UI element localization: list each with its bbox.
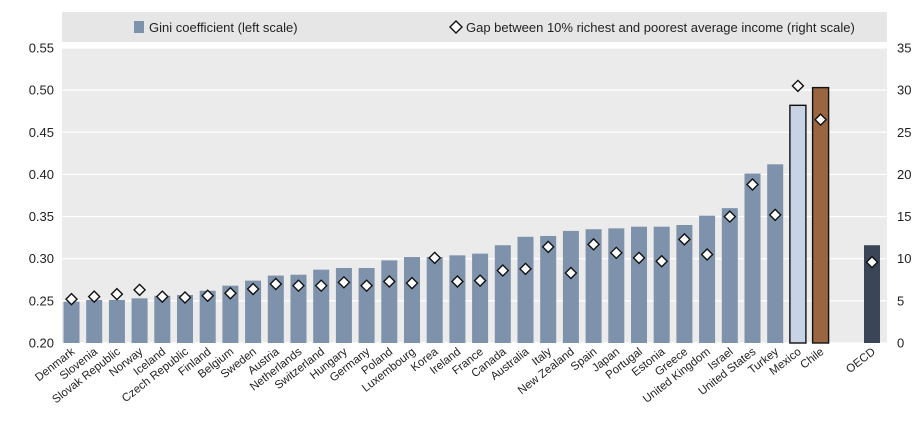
marker-korea — [428, 251, 442, 265]
bar-luxembourg — [404, 257, 420, 343]
marker-slovenia — [87, 290, 101, 304]
y-tick-label: 0.20 — [29, 336, 54, 351]
marker-canada — [496, 264, 510, 278]
bar-norway — [131, 298, 148, 343]
y2-tick-label: 20 — [897, 167, 911, 182]
marker-norway — [133, 283, 147, 297]
marker-chile — [814, 113, 828, 127]
marker-netherlands — [292, 279, 305, 293]
left-axis-ticks: 0.20 0.25 0.30 0.35 0.40 0.45 0.50 0.55 — [29, 41, 54, 351]
marker-spain — [587, 237, 601, 251]
bar-finland — [199, 290, 216, 343]
y2-tick-label: 0 — [897, 336, 904, 351]
bar-portugal — [631, 226, 647, 343]
marker-france — [473, 274, 487, 288]
bar-poland — [381, 260, 398, 343]
legend-diamond-marker — [449, 20, 463, 34]
marker-germany — [360, 279, 374, 293]
bar-netherlands — [290, 274, 307, 343]
marker-portugal — [632, 251, 646, 265]
legend-bar-label: Gini coefficient (left scale) — [149, 20, 298, 35]
marker-united-kingdom — [700, 248, 714, 261]
y-tick-label: 0.35 — [29, 209, 54, 224]
marker-australia — [519, 262, 532, 276]
bar-mexico — [789, 104, 807, 344]
marker-hungary — [337, 275, 351, 289]
y-tick-label: 0.55 — [29, 41, 54, 56]
legend-diamond-label: Gap between 10% richest and poorest aver… — [466, 20, 855, 35]
bar-austria — [267, 275, 284, 343]
marker-united-states — [746, 178, 759, 192]
bar-japan — [608, 228, 625, 343]
bar-italy — [540, 235, 557, 343]
bar-oecd — [864, 245, 880, 343]
marker-italy — [541, 240, 555, 254]
y-tick-label: 0.50 — [29, 83, 54, 98]
marker-estonia — [655, 254, 669, 268]
bar-denmark — [63, 301, 80, 343]
marker-iceland — [155, 290, 169, 304]
bar-france — [472, 253, 489, 343]
legend: Gini coefficient (left scale) Gap betwee… — [62, 12, 887, 42]
marker-austria — [269, 277, 283, 291]
y-tick-label: 0.40 — [29, 167, 54, 182]
bar-spain — [585, 229, 602, 343]
marker-poland — [382, 274, 396, 288]
y-tick-label: 0.45 — [29, 125, 54, 140]
marker-czech-republic — [178, 290, 192, 304]
marker-belgium — [223, 286, 237, 300]
y2-tick-label: 5 — [897, 293, 904, 308]
bar-israel — [721, 208, 738, 343]
markers — [65, 79, 879, 306]
marker-luxembourg — [405, 276, 419, 290]
bar-korea — [426, 257, 443, 343]
bar-czech-republic — [177, 294, 193, 343]
category-label: OECD — [844, 346, 878, 376]
legend-background — [62, 12, 887, 42]
bar-ireland — [449, 255, 466, 343]
bar-sweden — [245, 280, 262, 343]
marker-slovak-republic — [110, 287, 124, 301]
bar-estonia — [653, 226, 670, 343]
bar-united-kingdom — [699, 215, 716, 343]
bar-chile — [811, 86, 830, 344]
bar-slovak-republic — [108, 300, 125, 343]
marker-new-zealand — [564, 266, 578, 280]
bar-hungary — [335, 267, 352, 343]
bar-belgium — [222, 285, 239, 343]
category-label: Chile — [798, 346, 826, 372]
bar-greece — [676, 225, 693, 343]
y2-tick-label: 35 — [897, 41, 911, 56]
marker-oecd — [865, 255, 879, 269]
bar-australia — [517, 236, 534, 343]
y2-tick-label: 15 — [897, 209, 911, 224]
legend-bar-swatch — [134, 21, 144, 33]
marker-ireland — [450, 274, 464, 288]
marker-switzerland — [314, 279, 328, 293]
y-tick-label: 0.30 — [29, 251, 54, 266]
bar-new-zealand — [562, 230, 579, 343]
marker-sweden — [246, 282, 260, 296]
bar-canada — [494, 245, 511, 343]
y2-tick-label: 30 — [897, 83, 911, 98]
y2-tick-label: 10 — [897, 251, 911, 266]
y-tick-label: 0.25 — [29, 293, 54, 308]
marker-denmark — [65, 292, 78, 306]
bar-slovenia — [86, 300, 103, 343]
marker-israel — [723, 210, 737, 224]
marker-greece — [677, 232, 691, 246]
marker-mexico — [791, 79, 805, 93]
y2-tick-label: 25 — [897, 125, 911, 140]
marker-japan — [609, 246, 623, 260]
bar-united-states — [744, 173, 761, 343]
bar-iceland — [154, 295, 171, 343]
marker-finland — [201, 289, 215, 303]
right-axis-ticks: 0 5 10 15 20 25 30 35 — [897, 41, 911, 351]
marker-turkey — [768, 208, 782, 222]
bar-turkey — [767, 164, 784, 343]
